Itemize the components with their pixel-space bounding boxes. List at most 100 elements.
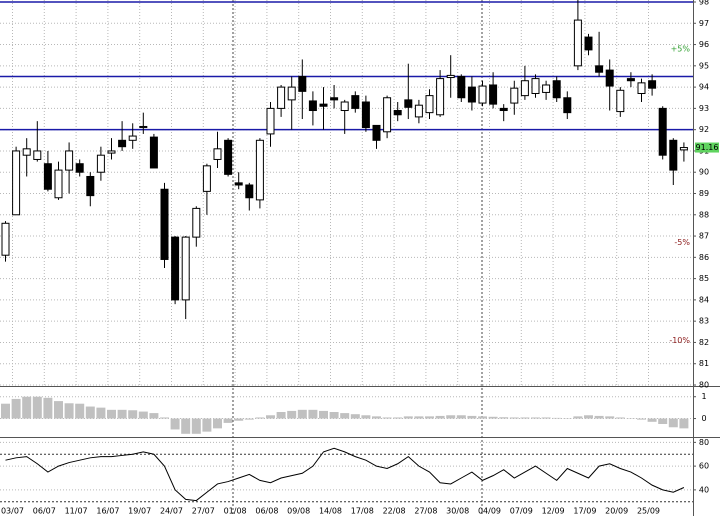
y-tick-label: 83 bbox=[699, 317, 709, 326]
candle-body bbox=[234, 182, 243, 186]
candle-body bbox=[446, 74, 455, 79]
candle-body bbox=[669, 139, 678, 171]
bar bbox=[446, 415, 456, 419]
x-tick-label: 20/09 bbox=[605, 507, 628, 516]
bar bbox=[615, 417, 625, 419]
candle-body bbox=[478, 85, 487, 104]
y-tick-label: 0 bbox=[701, 414, 706, 423]
bar bbox=[32, 396, 42, 419]
bar bbox=[499, 417, 509, 419]
candle-body bbox=[149, 136, 158, 169]
bar bbox=[160, 417, 169, 419]
y-tick-label: 40 bbox=[699, 485, 709, 494]
candle-body bbox=[43, 163, 52, 190]
y-tick-label: 86 bbox=[699, 253, 709, 262]
x-tick-label: 14/08 bbox=[319, 507, 342, 516]
candle-body bbox=[33, 150, 42, 160]
bar bbox=[266, 415, 275, 419]
candle-body bbox=[171, 236, 180, 301]
bar bbox=[170, 418, 180, 430]
bar bbox=[234, 418, 244, 421]
bar bbox=[372, 416, 381, 419]
candle-body bbox=[202, 165, 211, 192]
y-tick-label: 89 bbox=[699, 189, 709, 198]
y-tick-label: 1 bbox=[701, 392, 706, 401]
candle-body bbox=[531, 78, 540, 94]
candle-body bbox=[372, 124, 381, 141]
bar bbox=[54, 401, 63, 419]
x-tick-label: 11/07 bbox=[65, 507, 88, 516]
candle-body bbox=[277, 86, 286, 109]
bar bbox=[64, 403, 74, 419]
candle-body bbox=[648, 80, 657, 89]
bar bbox=[11, 398, 21, 419]
bar bbox=[361, 415, 371, 419]
bar bbox=[276, 412, 286, 419]
y-tick-label: 95 bbox=[699, 61, 709, 70]
y-tick-label: 82 bbox=[699, 338, 709, 347]
candle-body bbox=[128, 135, 137, 141]
candle-body bbox=[86, 175, 95, 197]
x-tick-label: 16/07 bbox=[96, 507, 119, 516]
x-tick-label: 04/09 bbox=[478, 507, 501, 516]
candle-body bbox=[658, 107, 667, 156]
y-tick-label: 94 bbox=[699, 83, 709, 92]
candle-body bbox=[319, 103, 328, 107]
bar bbox=[1, 403, 10, 419]
x-tick-label: 09/08 bbox=[287, 507, 310, 516]
annotation: -10% bbox=[669, 336, 690, 345]
y-tick-label: 85 bbox=[699, 274, 709, 283]
x-tick-label: 07/09 bbox=[510, 507, 533, 516]
bar bbox=[637, 418, 646, 420]
candle-body bbox=[510, 87, 519, 104]
y-tick-label: 90 bbox=[699, 168, 709, 177]
bar bbox=[340, 413, 350, 419]
candle-body bbox=[563, 97, 572, 114]
candle-body bbox=[595, 65, 604, 73]
candle-body bbox=[213, 148, 222, 160]
bar bbox=[319, 410, 328, 419]
y-tick-label: 84 bbox=[699, 295, 709, 304]
candle-body bbox=[224, 139, 233, 175]
candle-body bbox=[393, 110, 402, 116]
candle-body bbox=[1, 222, 10, 256]
x-tick-label: 22/08 bbox=[383, 507, 406, 516]
bar bbox=[509, 417, 519, 419]
bar bbox=[96, 407, 106, 419]
y-tick-label: 81 bbox=[699, 359, 709, 368]
bar bbox=[531, 417, 540, 419]
bar bbox=[213, 418, 222, 429]
candle-body bbox=[552, 80, 561, 99]
candle-body bbox=[308, 100, 317, 112]
candle-body bbox=[414, 104, 423, 118]
bar bbox=[478, 416, 487, 419]
bar bbox=[425, 416, 434, 419]
last-price-label: 91.16 bbox=[696, 143, 719, 152]
candle-body bbox=[425, 95, 434, 114]
y-tick-label: 97 bbox=[699, 19, 709, 28]
bar bbox=[467, 415, 477, 419]
bar bbox=[287, 410, 297, 419]
candle-body bbox=[679, 147, 688, 151]
x-tick-label: 06/07 bbox=[33, 507, 56, 516]
candle-body bbox=[489, 84, 498, 105]
x-tick-label: 19/07 bbox=[128, 507, 151, 516]
bar bbox=[403, 416, 413, 419]
candle-body bbox=[54, 169, 63, 199]
candle-body bbox=[616, 89, 625, 113]
candle-body bbox=[330, 97, 339, 101]
bar bbox=[181, 418, 191, 434]
y-tick-label: 98 bbox=[699, 0, 709, 7]
candle-body bbox=[457, 75, 466, 99]
candle-body bbox=[637, 82, 646, 94]
bar bbox=[138, 411, 148, 419]
bar bbox=[382, 417, 392, 419]
bar bbox=[605, 416, 615, 419]
x-tick-label: 06/08 bbox=[255, 507, 278, 516]
candle-body bbox=[436, 78, 445, 116]
y-tick-label: 80 bbox=[699, 438, 709, 447]
bar bbox=[107, 409, 116, 419]
bar bbox=[75, 403, 85, 419]
bar bbox=[308, 409, 318, 419]
